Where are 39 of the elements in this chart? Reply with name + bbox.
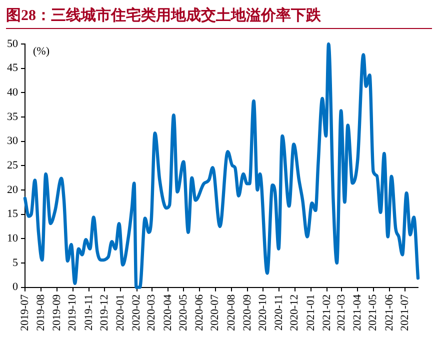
y-tick-label: 40 [7, 86, 18, 99]
x-tick-label: 2020-06 [194, 294, 206, 332]
y-tick-label: 50 [7, 38, 18, 50]
y-tick-label: 0 [12, 281, 18, 294]
x-tick-label: 2021-02 [320, 294, 333, 332]
y-tick-label: 30 [7, 135, 18, 148]
y-axis-title: (%) [33, 45, 50, 58]
x-tick-label: 2021-05 [367, 294, 380, 332]
x-tick-label: 2021-07 [398, 294, 411, 332]
y-tick-label: 45 [7, 62, 18, 74]
x-tick-label: 2019-07 [18, 294, 31, 332]
y-tick-label: 10 [7, 232, 18, 245]
x-tick-label: 2020-05 [177, 294, 190, 332]
x-tick-label: 2019-09 [51, 294, 64, 332]
x-tick-label: 2020-03 [146, 294, 158, 332]
x-tick-label: 2021-01 [304, 294, 317, 332]
x-tick-label: 2020-07 [209, 294, 222, 332]
y-tick-label: 20 [7, 184, 18, 196]
x-tick-label: 2020-08 [225, 294, 238, 332]
x-tick-label: 2020-09 [241, 294, 254, 332]
x-tick-label: 2019-10 [66, 294, 79, 332]
x-tick-label: 2021-06 [383, 294, 396, 332]
x-tick-label: 2019-08 [35, 294, 48, 332]
x-tick-label: 2019-11 [82, 294, 95, 331]
x-tick-label: 2020-12 [288, 294, 301, 332]
y-tick-label: 5 [12, 256, 18, 269]
x-tick-label: 2021-04 [352, 294, 364, 332]
line-series [23, 42, 420, 289]
y-tick-label: 35 [7, 110, 18, 123]
x-tick-label: 2020-01 [114, 294, 127, 332]
y-tick-label: 15 [7, 208, 18, 220]
x-tick-label: 2020-11 [273, 294, 286, 331]
x-tick-label: 2021-03 [335, 294, 348, 332]
x-tick-label: 2020-10 [256, 294, 269, 332]
x-tick-label: 2019-12 [98, 294, 110, 332]
x-tick-label: 2020-04 [162, 294, 174, 332]
x-tick-label: 2020-02 [130, 294, 143, 332]
y-tick-label: 25 [7, 160, 18, 172]
chart-title: 图28：三线城市住宅类用地成交土地溢价率下跌 [6, 6, 432, 29]
